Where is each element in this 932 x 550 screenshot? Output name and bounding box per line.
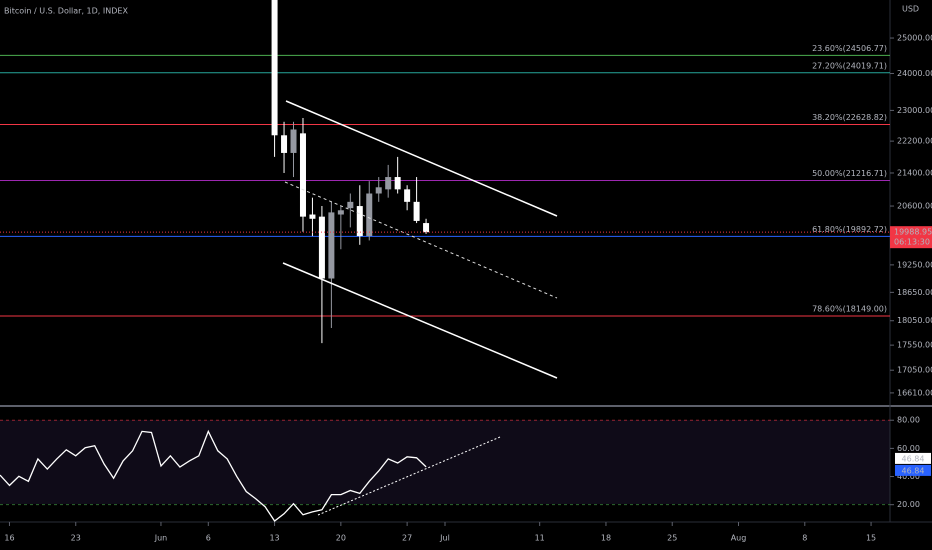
y-tick-label: 60.00 (897, 444, 920, 453)
rsi-panel: 80.00 60.00 40.00 20.00 46.84 46.84 (0, 416, 931, 522)
x-tick-label: 18 (601, 534, 611, 543)
x-tick-label: Aug (731, 534, 747, 543)
x-tick-label: 25 (667, 534, 677, 543)
x-tick-label: 11 (535, 534, 545, 543)
last-price-box (890, 226, 932, 249)
candle-body (318, 216, 325, 279)
candle-body (328, 212, 335, 279)
y-tick-label: 19250.00 (897, 260, 932, 269)
candle-body (413, 201, 420, 221)
rsi-value-box (895, 464, 931, 476)
y-tick-label: 25000.00 (897, 34, 932, 43)
rsi-value-label: 46.84 (902, 466, 925, 475)
y-tick-label: 17050.00 (897, 366, 932, 375)
candle-body (394, 177, 401, 190)
candle-body (290, 129, 297, 153)
candle-body (347, 201, 354, 209)
countdown-label: 06:13:30 (894, 238, 930, 247)
fib-label: 78.60%(18149.00) (812, 304, 887, 313)
candle-body (404, 189, 411, 202)
candle-body (299, 133, 306, 217)
x-tick-label: 27 (402, 534, 412, 543)
candle-body (309, 214, 316, 219)
last-price-label: 19988.95 (894, 228, 932, 237)
fib-label: 27.20%(24019.71) (812, 61, 887, 70)
x-tick-label: 6 (206, 534, 211, 543)
x-tick-label: 23 (71, 534, 81, 543)
y-tick-label: 20.00 (897, 500, 920, 509)
channel-mid (284, 181, 558, 299)
y-tick-label: 18650.00 (897, 288, 932, 297)
x-tick-label: 13 (269, 534, 279, 543)
y-tick-label: 20600.00 (897, 202, 932, 211)
x-tick-label: 15 (866, 534, 876, 543)
fib-label: 23.60%(24506.77) (812, 44, 887, 53)
x-tick-label: 20 (336, 534, 346, 543)
y-tick-label: 17550.00 (897, 341, 932, 350)
candle-body (337, 210, 344, 215)
candle-body (281, 135, 288, 153)
candle-body (423, 223, 430, 233)
y-tick-label: 23000.00 (897, 106, 932, 115)
y-tick-label: 16610.00 (897, 388, 932, 397)
x-tick-label: Jun (154, 534, 168, 543)
y-tick-label: 22200.00 (897, 137, 932, 146)
channel-lower (282, 262, 558, 379)
rsi-line (0, 429, 427, 522)
channel-upper (285, 100, 558, 217)
rsi-band (0, 420, 890, 504)
chart-title: Bitcoin / U.S. Dollar, 1D, INDEX (4, 7, 128, 16)
candle-body (375, 187, 382, 194)
x-tick-label: Jul (439, 534, 450, 543)
candle-body (356, 206, 363, 237)
currency: USD (902, 5, 919, 14)
y-tick-label: 21400.00 (897, 168, 932, 177)
candles (271, 0, 430, 344)
y-tick-label: 80.00 (897, 416, 920, 425)
candle-body (366, 193, 373, 237)
fib-label: 38.20%(22628.82) (812, 113, 887, 122)
rsi-trendline (317, 436, 501, 516)
rsi-value-label: 46.84 (902, 454, 925, 463)
y-tick-label: 40.00 (897, 472, 920, 481)
fib-label: 61.80%(19892.72) (812, 225, 887, 234)
rsi-value-box (895, 452, 931, 464)
candle-body (271, 0, 278, 136)
candle-body (385, 177, 392, 190)
y-tick-label: 18050.00 (897, 316, 932, 325)
x-tick-label: 16 (4, 534, 14, 543)
fib-label: 50.00%(21216.71) (812, 169, 887, 178)
fib-levels: 23.60%(24506.77) 27.20%(24019.71) 38.20%(2… (0, 44, 890, 317)
x-tick-label: 8 (802, 534, 807, 543)
y-tick-label: 24000.00 (897, 69, 932, 78)
